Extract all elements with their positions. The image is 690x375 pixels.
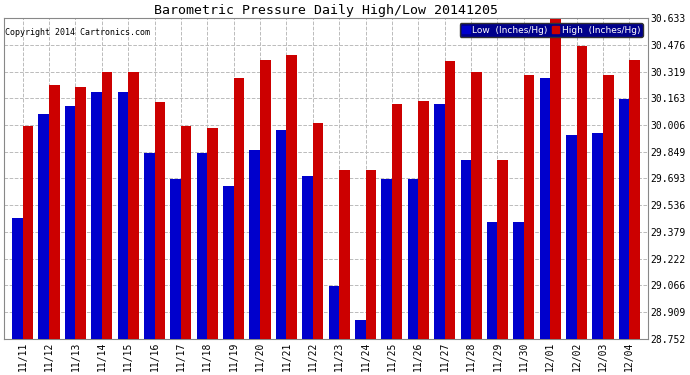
- Bar: [524, 75, 534, 339]
- Title: Barometric Pressure Daily High/Low 20141205: Barometric Pressure Daily High/Low 20141…: [154, 4, 498, 17]
- Bar: [355, 320, 366, 339]
- Bar: [223, 186, 234, 339]
- Bar: [328, 286, 339, 339]
- Bar: [629, 60, 640, 339]
- Bar: [234, 78, 244, 339]
- Bar: [540, 78, 550, 339]
- Bar: [550, 19, 561, 339]
- Bar: [497, 160, 508, 339]
- Bar: [339, 170, 350, 339]
- Bar: [434, 104, 444, 339]
- Bar: [65, 106, 75, 339]
- Bar: [603, 75, 613, 339]
- Legend: Low  (Inches/Hg), High  (Inches/Hg): Low (Inches/Hg), High (Inches/Hg): [460, 23, 643, 37]
- Bar: [75, 87, 86, 339]
- Bar: [155, 102, 165, 339]
- Bar: [444, 62, 455, 339]
- Bar: [117, 92, 128, 339]
- Bar: [513, 222, 524, 339]
- Bar: [566, 135, 577, 339]
- Bar: [460, 160, 471, 339]
- Bar: [91, 92, 101, 339]
- Bar: [408, 179, 418, 339]
- Bar: [250, 150, 260, 339]
- Bar: [593, 133, 603, 339]
- Bar: [313, 123, 324, 339]
- Bar: [39, 114, 49, 339]
- Bar: [49, 85, 59, 339]
- Bar: [101, 72, 112, 339]
- Bar: [487, 222, 497, 339]
- Bar: [418, 100, 429, 339]
- Bar: [619, 99, 629, 339]
- Bar: [382, 179, 392, 339]
- Bar: [144, 153, 155, 339]
- Bar: [286, 55, 297, 339]
- Bar: [577, 46, 587, 339]
- Bar: [366, 170, 376, 339]
- Bar: [276, 129, 286, 339]
- Bar: [302, 176, 313, 339]
- Bar: [128, 72, 139, 339]
- Bar: [471, 72, 482, 339]
- Bar: [260, 60, 270, 339]
- Bar: [23, 126, 33, 339]
- Bar: [12, 218, 23, 339]
- Text: Copyright 2014 Cartronics.com: Copyright 2014 Cartronics.com: [6, 28, 150, 37]
- Bar: [392, 104, 402, 339]
- Bar: [170, 179, 181, 339]
- Bar: [207, 128, 218, 339]
- Bar: [197, 153, 207, 339]
- Bar: [181, 126, 191, 339]
